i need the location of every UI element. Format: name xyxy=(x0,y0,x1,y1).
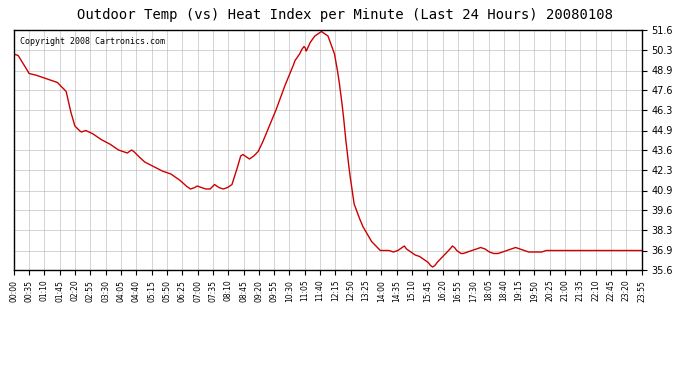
Text: Copyright 2008 Cartronics.com: Copyright 2008 Cartronics.com xyxy=(20,37,165,46)
Text: Outdoor Temp (vs) Heat Index per Minute (Last 24 Hours) 20080108: Outdoor Temp (vs) Heat Index per Minute … xyxy=(77,8,613,21)
